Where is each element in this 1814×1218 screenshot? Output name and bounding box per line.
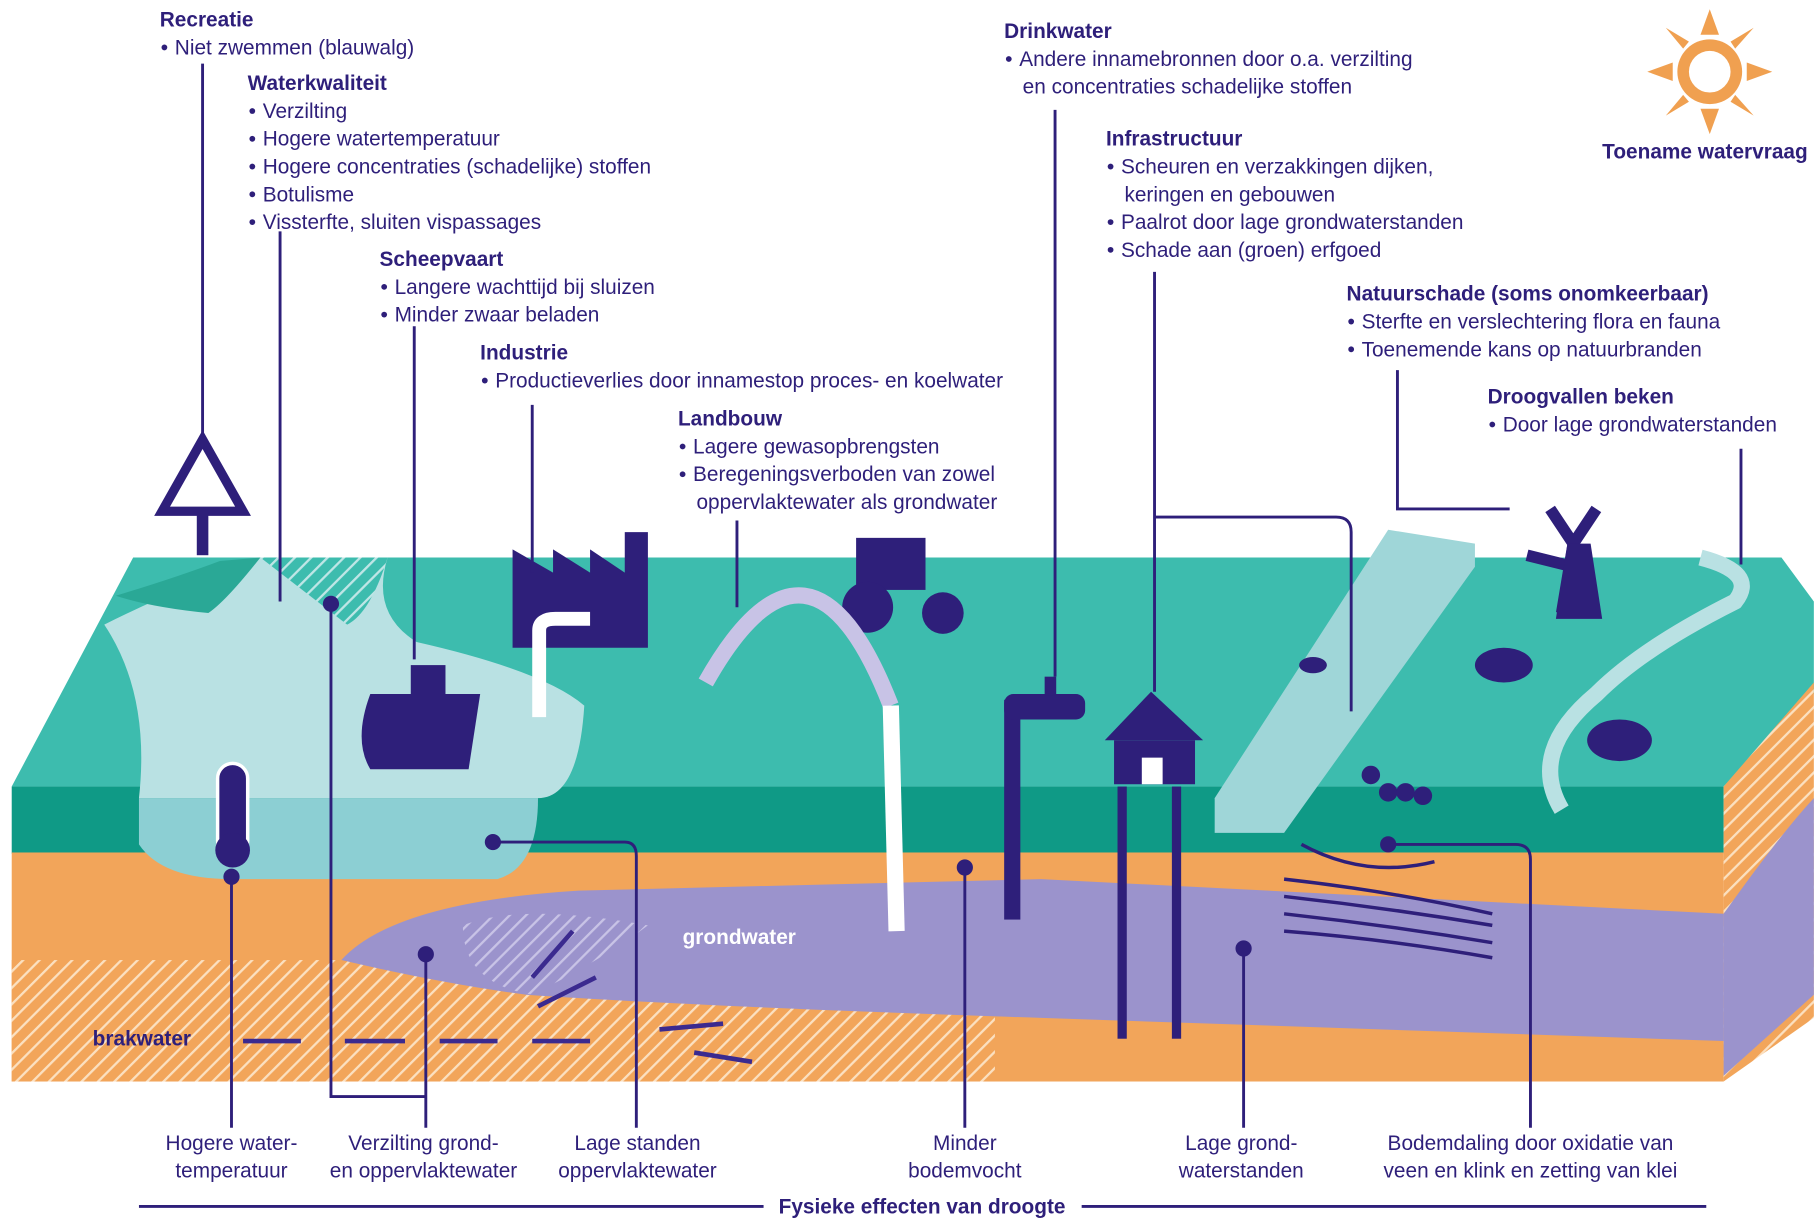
annotation-bullet: Verzilting — [263, 100, 347, 123]
bullet — [249, 136, 255, 142]
bullet — [249, 191, 255, 197]
annotation-title: Industrie — [480, 342, 568, 365]
effect-label: Hogere water- — [166, 1132, 298, 1155]
effect-label: Verzilting grond- — [348, 1132, 498, 1155]
annotation-bullet: Lagere gewasopbrengsten — [693, 435, 939, 458]
landscape — [12, 530, 1814, 1082]
annotation-bullet: Hogere concentraties (schadelijke) stoff… — [263, 156, 651, 179]
bullet — [680, 471, 686, 477]
infographic: Toename watervraag grondwater brakwater … — [0, 0, 1814, 1218]
annotation-title: Recreatie — [160, 9, 254, 32]
effect-label: Lage grond- — [1185, 1132, 1297, 1155]
annotation-bullet: Door lage grondwaterstanden — [1503, 413, 1777, 436]
bullet — [1108, 164, 1114, 170]
annotation-bullet: keringen en gebouwen — [1124, 183, 1335, 206]
effect-label: waterstanden — [1178, 1160, 1304, 1183]
bullet — [249, 219, 255, 225]
annotation-title: Droogvallen beken — [1488, 386, 1674, 409]
annotation-bullet: en concentraties schadelijke stoffen — [1023, 76, 1352, 99]
annotation-bullet: Schade aan (groen) erfgoed — [1121, 239, 1381, 262]
annotation-bullet: Langere wachttijd bij sluizen — [395, 276, 655, 299]
effect-label: temperatuur — [175, 1160, 287, 1183]
annotation-bullet: Paalrot door lage grondwaterstanden — [1121, 211, 1463, 234]
annotation-bullet: Botulisme — [263, 183, 354, 206]
bullet — [249, 108, 255, 114]
annotation-bullet: Beregeningsverboden van zowel — [693, 463, 995, 486]
page: {"header":{"corner_label":"Toename water… — [0, 0, 1814, 1218]
annotation-bullet: Scheuren en verzakkingen dijken, — [1121, 156, 1433, 179]
effect-label: Minder — [933, 1132, 997, 1155]
annotation-title: Scheepvaart — [380, 248, 504, 271]
annotation-bullet: Niet zwemmen (blauwalg) — [175, 36, 414, 59]
bullet — [482, 378, 488, 384]
bullet — [680, 444, 686, 450]
bullet — [1108, 247, 1114, 253]
bullet — [1348, 346, 1354, 352]
bullet — [249, 164, 255, 170]
annotation-bullet: Hogere watertemperatuur — [263, 128, 500, 151]
bullet — [1108, 219, 1114, 225]
annotation-bullet: Sterfte en verslechtering flora en fauna — [1362, 311, 1721, 334]
annotation-title: Drinkwater — [1004, 20, 1112, 43]
brackish-label: brakwater — [93, 1028, 191, 1051]
effect-label: oppervlaktewater — [558, 1160, 717, 1183]
effect-label: veen en klink en zetting van klei — [1384, 1160, 1678, 1183]
annotation-bullet: Vissterfte, sluiten vispassages — [263, 211, 541, 234]
bullet — [162, 45, 168, 51]
bullet — [381, 284, 387, 290]
annotation-title: Landbouw — [678, 408, 783, 431]
groundwater-label: grondwater — [683, 926, 796, 949]
annotation-title: Waterkwaliteit — [248, 72, 387, 95]
effects-title: Fysieke effecten van droogte — [779, 1195, 1066, 1218]
bullet — [1489, 422, 1495, 428]
annotation-bullet: Productieverlies door innamestop proces-… — [495, 369, 1003, 392]
annotation-title: Infrastructuur — [1106, 128, 1242, 151]
annotation-bullet: Minder zwaar beladen — [395, 304, 600, 327]
bullet — [1006, 56, 1012, 62]
bullet — [1348, 319, 1354, 325]
corner-label: Toename watervraag — [1602, 140, 1808, 163]
effect-label: Bodemdaling door oxidatie van — [1388, 1132, 1674, 1155]
annotation-bullet: oppervlaktewater als grondwater — [696, 491, 997, 514]
effect-label: en oppervlaktewater — [330, 1160, 517, 1183]
annotation-title: Natuurschade (soms onomkeerbaar) — [1347, 283, 1709, 306]
effect-label: bodemvocht — [908, 1160, 1022, 1183]
annotation-bullet: Toenemende kans op natuurbranden — [1362, 338, 1702, 361]
effect-label: Lage standen — [574, 1132, 700, 1155]
bullet — [381, 312, 387, 318]
annotation-bullet: Andere innamebronnen door o.a. verziltin… — [1019, 48, 1412, 71]
